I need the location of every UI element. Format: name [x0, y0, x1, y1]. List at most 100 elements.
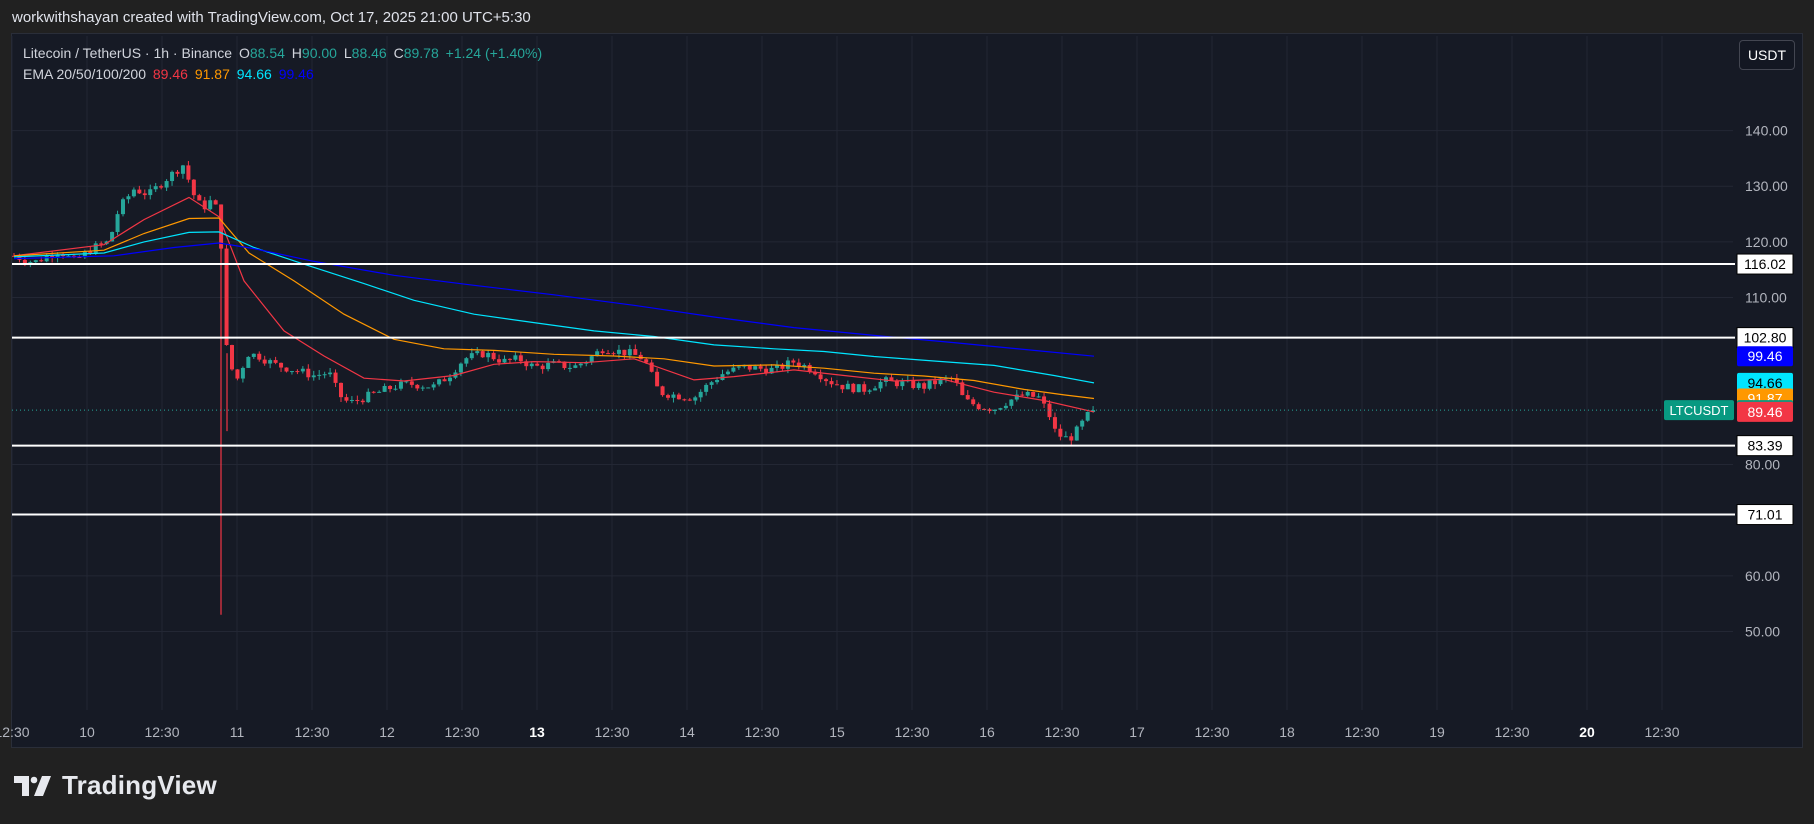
candle-body [927, 380, 932, 389]
candle-body [878, 381, 883, 389]
candle-body [834, 384, 839, 386]
candle-body [469, 353, 474, 359]
ema-line [13, 242, 1095, 357]
candle-body [88, 251, 93, 254]
chart-pane[interactable] [11, 33, 1803, 748]
candle-body [1031, 391, 1036, 397]
price-axis-label [1737, 372, 1793, 393]
candle-body [965, 395, 970, 400]
candle-body [960, 382, 965, 396]
price-axis-text: 94.66 [1747, 375, 1782, 391]
candle-body [704, 384, 709, 392]
currency-button[interactable]: USDT [1739, 40, 1795, 70]
price-axis-label [1737, 346, 1793, 367]
candle-body [142, 193, 147, 196]
candle-body [431, 384, 436, 388]
candle-body [753, 366, 758, 370]
ema50-value: 91.87 [194, 66, 230, 82]
candle-body [486, 352, 491, 358]
candle-body [529, 363, 534, 367]
x-tick-label: 12:30 [894, 724, 929, 740]
x-tick-label: 12:30 [594, 724, 629, 740]
candle-body [93, 243, 98, 254]
candle-body [382, 385, 387, 392]
candle-body [513, 355, 518, 360]
x-tick-label: 13 [529, 724, 545, 740]
candle-body [170, 171, 175, 182]
candle-body [491, 352, 496, 360]
x-tick-label: 19 [1429, 724, 1445, 740]
candle-body [562, 361, 567, 369]
tradingview-wordmark: TradingView [62, 770, 217, 800]
level-price-text: 71.01 [1747, 507, 1782, 523]
ema-line [13, 217, 1095, 400]
candle-body [371, 391, 376, 393]
candle-body [99, 243, 104, 245]
candle-body [982, 409, 987, 411]
candle-body [644, 359, 649, 363]
candle-body [306, 368, 311, 378]
candle-body [731, 367, 736, 372]
candle-body [502, 358, 507, 363]
level-price-text: 116.02 [1744, 256, 1786, 272]
candle-body [747, 364, 752, 370]
candle-body [1069, 436, 1074, 441]
candle-body [818, 374, 823, 380]
level-price-tag [1736, 253, 1794, 275]
candle-body [1063, 436, 1068, 438]
ema-line [13, 231, 1095, 384]
candle-body [725, 371, 730, 375]
candle-body [1091, 410, 1096, 413]
candle-body [954, 378, 959, 383]
candle-body [295, 371, 300, 373]
high-value: 90.00 [301, 45, 337, 61]
symbol-title[interactable]: Litecoin / TetherUS · 1h · Binance [23, 45, 233, 61]
candle-body [649, 362, 654, 372]
candle-body [44, 255, 49, 262]
ema-title[interactable]: EMA 20/50/100/200 [23, 66, 146, 82]
candle-body [175, 171, 180, 174]
chart-credit: workwithshayan created with TradingView.… [12, 9, 531, 26]
y-tick-label: 140.00 [1745, 123, 1788, 139]
candle-body [39, 260, 44, 262]
x-tick-label: 10 [79, 724, 95, 740]
candle-body [1014, 394, 1019, 400]
candle-body [475, 351, 480, 354]
candle-body [202, 200, 207, 210]
candle-body [916, 383, 921, 388]
candle-body [867, 390, 872, 392]
candle-body [437, 379, 442, 385]
candle-body [458, 363, 463, 373]
candle-body [856, 384, 861, 393]
close-label: C [393, 45, 404, 61]
candle-body [230, 345, 234, 370]
candle-body [420, 387, 425, 389]
candle-body [775, 364, 779, 368]
candle-body [616, 349, 621, 354]
candle-body [578, 363, 583, 366]
close-value: 89.78 [403, 45, 439, 61]
ema-legend: EMA 20/50/100/200 89.46 91.87 94.66 99.4… [23, 66, 317, 82]
candle-body [769, 367, 774, 374]
candle-body [110, 231, 115, 242]
candle-body [862, 384, 867, 392]
candle-body [279, 362, 284, 368]
candle-body [709, 382, 714, 385]
candle-body [300, 368, 305, 372]
candle-body [148, 189, 153, 196]
candle-body [671, 394, 676, 398]
candle-body [404, 381, 409, 383]
x-tick-label: 12:30 [144, 724, 179, 740]
candle-body [235, 369, 240, 379]
x-tick-label: 12:30 [294, 724, 329, 740]
ema-line [13, 196, 1095, 413]
x-tick-label: 15 [829, 724, 845, 740]
tradingview-brand[interactable]: TradingView [14, 770, 217, 801]
candle-body [311, 375, 316, 378]
candle-body [573, 365, 578, 368]
candle-body [448, 377, 452, 382]
candle-body [121, 199, 125, 215]
candle-body [676, 394, 681, 400]
candle-body [807, 365, 812, 372]
